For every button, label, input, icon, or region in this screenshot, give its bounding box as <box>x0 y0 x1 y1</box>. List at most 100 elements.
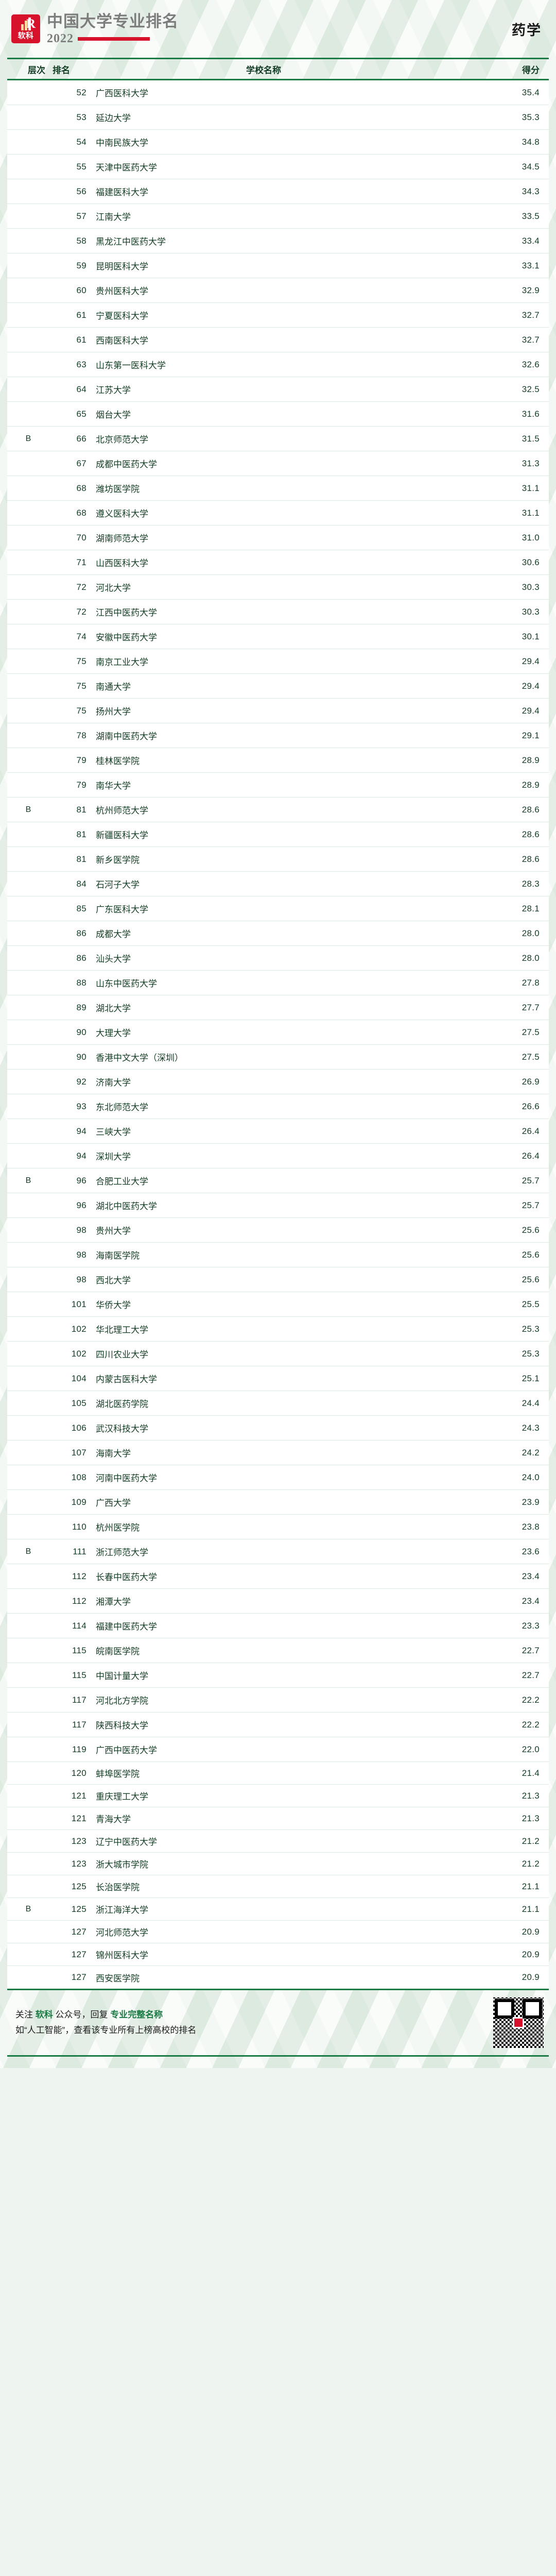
cell-score: 21.4 <box>522 1768 540 1778</box>
table-row[interactable]: 72 江西中医药大学 30.3 <box>7 600 549 624</box>
cell-score: 31.5 <box>522 433 540 444</box>
table-row[interactable]: 94 深圳大学 26.4 <box>7 1144 549 1168</box>
table-row[interactable]: 121 青海大学 21.3 <box>7 1807 549 1830</box>
cell-school-name: 南通大学 <box>96 682 131 692</box>
table-row[interactable]: 109 广西大学 23.9 <box>7 1490 549 1515</box>
table-row[interactable]: 98 西北大学 25.6 <box>7 1267 549 1292</box>
cell-school-name: 广东医科大学 <box>96 905 148 914</box>
table-row[interactable]: 68 潍坊医学院 31.1 <box>7 476 549 501</box>
table-row[interactable]: 90 香港中文大学（深圳） 27.5 <box>7 1045 549 1070</box>
table-row[interactable]: 123 辽宁中医药大学 21.2 <box>7 1830 549 1853</box>
table-row[interactable]: 70 湖南师范大学 31.0 <box>7 526 549 550</box>
ranking-table: 层次 排名 学校名称 得分 52 广西医科大学 35.4 53 延边大学 35.3 54 中南… <box>0 58 556 1989</box>
table-row[interactable]: B 125 浙江海洋大学 21.1 <box>7 1898 549 1921</box>
table-row[interactable]: 121 重庆理工大学 21.3 <box>7 1785 549 1807</box>
table-row[interactable]: 67 成都中医药大学 31.3 <box>7 451 549 476</box>
cell-rank: 110 <box>72 1521 86 1532</box>
table-row[interactable]: 120 蚌埠医学院 21.4 <box>7 1762 549 1785</box>
table-row[interactable]: 127 西安医学院 20.9 <box>7 1966 549 1989</box>
table-row[interactable]: 75 南通大学 29.4 <box>7 674 549 699</box>
table-row[interactable]: 125 长治医学院 21.1 <box>7 1875 549 1898</box>
cell-school-name: 锦州医科大学 <box>96 1951 148 1960</box>
table-row[interactable]: 123 浙大城市学院 21.2 <box>7 1853 549 1875</box>
table-row[interactable]: 85 广东医科大学 28.1 <box>7 896 549 921</box>
table-row[interactable]: 72 河北大学 30.3 <box>7 575 549 600</box>
table-row[interactable]: 101 华侨大学 25.5 <box>7 1292 549 1317</box>
cell-school-name: 陕西科技大学 <box>96 1721 148 1731</box>
table-row[interactable]: 54 中南民族大学 34.8 <box>7 130 549 155</box>
table-row[interactable]: 52 广西医科大学 35.4 <box>7 80 549 105</box>
table-row[interactable]: 98 海南医学院 25.6 <box>7 1243 549 1267</box>
table-row[interactable]: B 81 杭州师范大学 28.6 <box>7 798 549 822</box>
cell-score: 31.3 <box>522 458 540 468</box>
table-row[interactable]: 117 河北北方学院 22.2 <box>7 1688 549 1713</box>
table-row[interactable]: 64 江苏大学 32.5 <box>7 377 549 402</box>
cell-rank: 60 <box>76 285 86 295</box>
table-row[interactable]: 102 华北理工大学 25.3 <box>7 1317 549 1342</box>
table-row[interactable]: 96 湖北中医药大学 25.7 <box>7 1193 549 1218</box>
table-row[interactable]: 108 河南中医药大学 24.0 <box>7 1465 549 1490</box>
table-row[interactable]: 93 东北师范大学 26.6 <box>7 1094 549 1119</box>
table-row[interactable]: 75 扬州大学 29.4 <box>7 699 549 723</box>
table-row[interactable]: 117 陕西科技大学 22.2 <box>7 1713 549 1737</box>
table-row[interactable]: 79 桂林医学院 28.9 <box>7 748 549 773</box>
table-row[interactable]: 55 天津中医药大学 34.5 <box>7 155 549 179</box>
table-row[interactable]: 105 湖北医药学院 24.4 <box>7 1391 549 1416</box>
table-row[interactable]: 127 锦州医科大学 20.9 <box>7 1943 549 1966</box>
cell-score: 25.3 <box>522 1348 540 1359</box>
table-row[interactable]: 86 汕头大学 28.0 <box>7 946 549 971</box>
cell-school-name: 皖南医学院 <box>96 1647 140 1656</box>
cell-school-name: 南京工业大学 <box>96 657 148 667</box>
table-row[interactable]: 104 内蒙古医科大学 25.1 <box>7 1366 549 1391</box>
table-row[interactable]: 119 广西中医药大学 22.0 <box>7 1737 549 1762</box>
table-row[interactable]: 74 安徽中医药大学 30.1 <box>7 624 549 649</box>
table-row[interactable]: 60 贵州医科大学 32.9 <box>7 278 549 303</box>
table-row[interactable]: 94 三峡大学 26.4 <box>7 1119 549 1144</box>
cell-school-name: 西南医科大学 <box>96 336 148 346</box>
qr-center-logo <box>513 2017 524 2028</box>
table-header-row: 层次 排名 学校名称 得分 <box>7 58 549 80</box>
table-row[interactable]: 53 延边大学 35.3 <box>7 105 549 130</box>
table-row[interactable]: 59 昆明医科大学 33.1 <box>7 253 549 278</box>
table-row[interactable]: 75 南京工业大学 29.4 <box>7 649 549 674</box>
table-row[interactable]: 88 山东中医药大学 27.8 <box>7 971 549 995</box>
table-row[interactable]: 98 贵州大学 25.6 <box>7 1218 549 1243</box>
table-row[interactable]: 86 成都大学 28.0 <box>7 921 549 946</box>
table-row[interactable]: B 96 合肥工业大学 25.7 <box>7 1168 549 1193</box>
table-row[interactable]: 57 江南大学 33.5 <box>7 204 549 229</box>
table-row[interactable]: 115 中国计量大学 22.7 <box>7 1663 549 1688</box>
table-row[interactable]: 112 湘潭大学 23.4 <box>7 1589 549 1614</box>
table-row[interactable]: 112 长春中医药大学 23.4 <box>7 1564 549 1589</box>
cell-score: 30.3 <box>522 582 540 592</box>
table-row[interactable]: 89 湖北大学 27.7 <box>7 995 549 1020</box>
table-row[interactable]: 63 山东第一医科大学 32.6 <box>7 352 549 377</box>
table-row[interactable]: 84 石河子大学 28.3 <box>7 872 549 896</box>
table-row[interactable]: 110 杭州医学院 23.8 <box>7 1515 549 1539</box>
table-row[interactable]: 78 湖南中医药大学 29.1 <box>7 723 549 748</box>
table-row[interactable]: 114 福建中医药大学 23.3 <box>7 1614 549 1638</box>
table-row[interactable]: 127 河北师范大学 20.9 <box>7 1921 549 1943</box>
table-row[interactable]: 68 遵义医科大学 31.1 <box>7 501 549 526</box>
table-row[interactable]: 102 四川农业大学 25.3 <box>7 1342 549 1366</box>
table-row[interactable]: 61 西南医科大学 32.7 <box>7 328 549 352</box>
table-row[interactable]: 58 黑龙江中医药大学 33.4 <box>7 229 549 253</box>
table-row[interactable]: 115 皖南医学院 22.7 <box>7 1638 549 1663</box>
cell-school-name: 长治医学院 <box>96 1883 140 1892</box>
table-row[interactable]: B 66 北京师范大学 31.5 <box>7 427 549 451</box>
cell-rank: 98 <box>76 1249 86 1260</box>
table-row[interactable]: 65 烟台大学 31.6 <box>7 402 549 427</box>
table-row[interactable]: 61 宁夏医科大学 32.7 <box>7 303 549 328</box>
cell-score: 32.7 <box>522 310 540 320</box>
table-row[interactable]: 90 大理大学 27.5 <box>7 1020 549 1045</box>
table-row[interactable]: 71 山西医科大学 30.6 <box>7 550 549 575</box>
table-row[interactable]: 81 新疆医科大学 28.6 <box>7 822 549 847</box>
table-row[interactable]: 92 济南大学 26.9 <box>7 1070 549 1094</box>
table-row[interactable]: 79 南华大学 28.9 <box>7 773 549 798</box>
cell-school-name: 潍坊医学院 <box>96 484 140 494</box>
table-row[interactable]: 106 武汉科技大学 24.3 <box>7 1416 549 1440</box>
table-row[interactable]: B 111 浙江师范大学 23.6 <box>7 1539 549 1564</box>
table-row[interactable]: 56 福建医科大学 34.3 <box>7 179 549 204</box>
table-row[interactable]: 107 海南大学 24.2 <box>7 1440 549 1465</box>
cell-score: 29.1 <box>522 730 540 740</box>
table-row[interactable]: 81 新乡医学院 28.6 <box>7 847 549 872</box>
